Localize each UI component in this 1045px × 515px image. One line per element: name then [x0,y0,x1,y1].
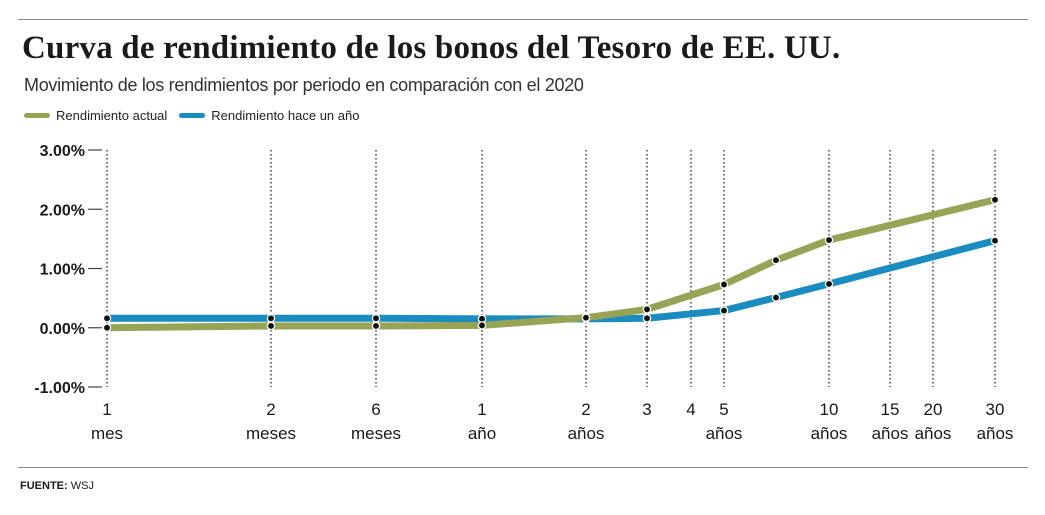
legend-label-current: Rendimiento actual [56,108,168,123]
series-1-point-6 [719,306,729,315]
source-label: FUENTE: [20,480,68,492]
x-tick-label-3: 1 [477,400,486,419]
x-tick-label-0: 1 [102,400,111,419]
series-1-point-7 [771,293,781,302]
series-1-point-9 [990,236,1000,245]
x-tick-unit-2: meses [351,424,401,443]
series-1-point-5 [642,314,652,323]
x-tick-unit-3: año [468,424,496,443]
y-tick-label-0: 3.00% [40,143,85,160]
x-tick-label-8: 10 [820,400,839,419]
series-1-point-2 [371,314,381,323]
legend-item-current: Rendimiento actual [24,108,167,123]
legend-item-year-ago: Rendimiento hace un año [179,108,359,123]
series-0-point-5 [642,305,652,314]
x-tick-unit-7: años [706,424,743,443]
legend-swatch-year-ago [179,113,206,118]
x-tick-unit-11: años [977,424,1014,443]
series-0-point-1 [266,321,276,331]
series-0-point-9 [990,195,1000,205]
y-tick-label-4: -1.00% [34,380,85,397]
x-tick-unit-10: años [915,424,952,443]
x-tick-label-1: 2 [266,400,275,419]
series-0-point-0 [102,323,112,332]
x-tick-unit-0: mes [91,424,123,443]
x-tick-label-9: 15 [881,400,900,419]
top-rule [18,19,1028,20]
legend: Rendimiento actual Rendimiento hace un a… [24,108,371,123]
series-1-point-8 [824,279,834,289]
series-0-point-8 [824,235,834,245]
series-1-point-1 [266,314,276,323]
x-tick-unit-8: años [811,424,848,443]
bottom-rule [18,467,1028,468]
x-tick-label-6: 4 [686,400,695,419]
series-line-1 [103,237,999,323]
x-tick-label-7: 5 [719,400,728,419]
x-tick-label-5: 3 [642,400,651,419]
source-note: FUENTE: WSJ [20,480,94,492]
y-tick-label-3: 0.00% [40,321,85,338]
x-tick-label-4: 2 [581,400,590,419]
x-tick-unit-1: meses [246,424,296,443]
y-tick-label-2: 1.00% [40,262,85,279]
chart-title: Curva de rendimiento de los bonos del Te… [22,30,841,66]
x-tick-label-11: 30 [986,400,1005,419]
y-tick-label-1: 2.00% [40,202,85,219]
series-0-point-6 [719,280,729,289]
x-tick-unit-9: años [872,424,909,443]
series-line-0 [103,196,999,332]
series-1-point-0 [102,314,112,323]
series-0-point-7 [771,255,781,265]
source-text: WSJ [70,480,94,492]
legend-swatch-current [24,113,50,118]
series-0-point-4 [581,313,591,322]
x-tick-label-2: 6 [371,400,380,419]
x-tick-unit-4: años [568,424,605,443]
series-0-point-3 [477,321,487,330]
x-tick-label-10: 20 [924,400,943,419]
legend-label-year-ago: Rendimiento hace un año [211,108,360,123]
series-0-point-2 [371,321,381,331]
chart-subtitle: Movimiento de los rendimientos por perio… [24,75,584,95]
